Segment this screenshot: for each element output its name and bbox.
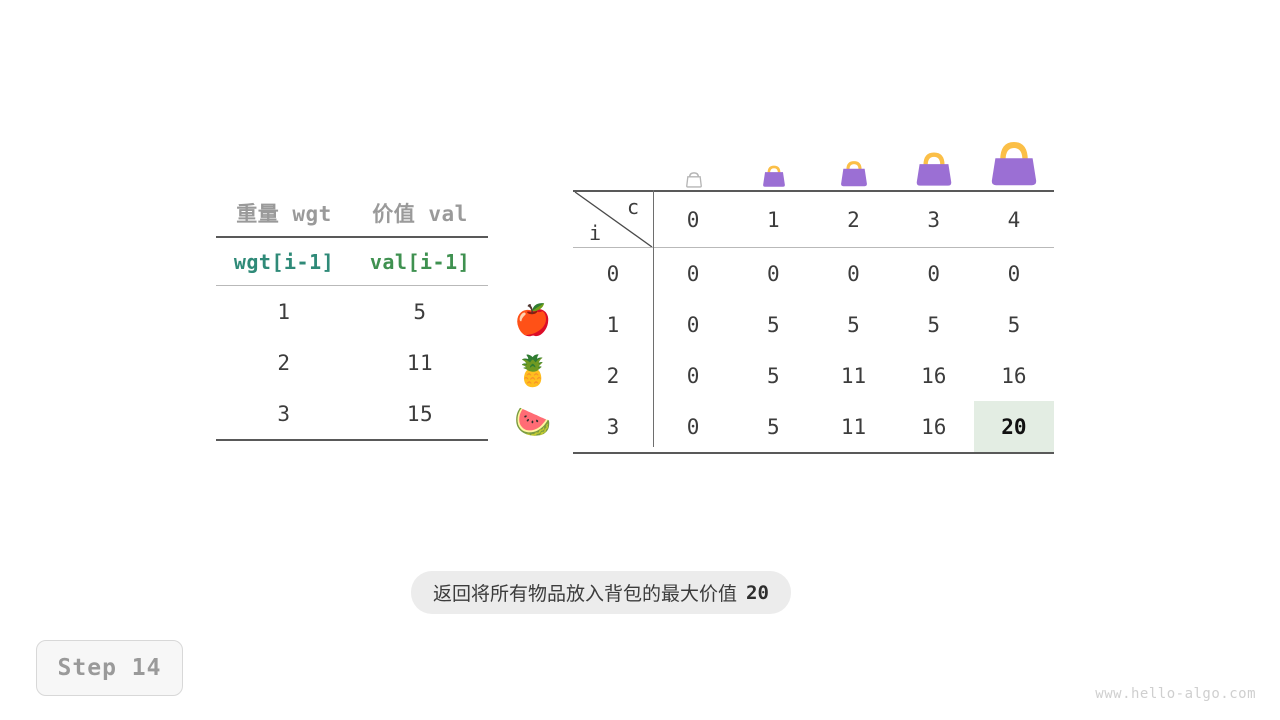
bag-icon-capacity-4	[991, 142, 1037, 186]
items-subheader-val: val[i-1]	[369, 249, 471, 274]
dp-cell-0-3: 0	[927, 261, 941, 286]
items-header-value: 价值 val	[372, 202, 468, 226]
step-badge: Step 14	[36, 640, 183, 696]
table-row: 1 0 5 5 5 5	[573, 299, 1054, 350]
dp-capacity-header-2: 2	[847, 207, 860, 232]
diagonal-divider-icon	[574, 192, 653, 247]
dp-cell-0-1: 0	[766, 261, 780, 286]
watermelon-icon: 🍉	[514, 404, 552, 440]
item-value-3: 15	[406, 401, 434, 426]
dp-cell-0-4: 0	[1007, 261, 1021, 286]
dp-cell-0-0: 0	[686, 261, 700, 286]
dp-capacity-header-4: 4	[1007, 207, 1021, 232]
dp-capacity-header-1: 1	[766, 207, 780, 232]
bag-slot-4	[974, 130, 1054, 190]
dp-cell-1-4: 5	[1007, 312, 1021, 337]
item-value-1: 5	[413, 299, 427, 324]
bag-slot-3	[894, 142, 974, 190]
dp-cell-3-4-highlighted: 20	[973, 401, 1055, 452]
dp-row-index-2: 2	[606, 363, 620, 388]
bag-icon-row	[654, 120, 1054, 190]
dp-cell-3-1: 5	[766, 414, 780, 439]
dp-row-index-0: 0	[606, 261, 620, 286]
item-weight-2: 2	[277, 350, 291, 375]
item-value-2: 11	[406, 350, 434, 375]
dp-table-top-divider	[573, 190, 1054, 192]
items-subheader-divider	[216, 285, 488, 286]
dp-cell-3-0: 0	[686, 414, 700, 439]
bag-icon-capacity-3	[916, 152, 952, 186]
table-row: 3 0 5 11 16 20	[573, 401, 1055, 452]
table-row: 2 0 5 11 16 16	[573, 350, 1054, 401]
bag-icon-capacity-1	[763, 165, 785, 187]
dp-cell-2-2: 11	[840, 363, 867, 388]
dp-corner-label-i: i	[589, 221, 602, 245]
dp-cell-3-3: 16	[921, 414, 947, 439]
bag-slot-0	[654, 168, 734, 190]
bag-icon-capacity-2	[841, 161, 867, 187]
item-fruit-column: 🍎 🍍 🍉	[505, 295, 561, 448]
items-subheader-wgt: wgt[i-1]	[233, 249, 335, 274]
dp-capacity-header-3: 3	[927, 207, 941, 232]
item-weight-1: 1	[277, 299, 291, 324]
dp-cell-2-4: 16	[1001, 363, 1027, 388]
step-badge-label: Step 14	[57, 655, 162, 681]
items-table-bottom-divider	[216, 439, 488, 441]
dp-cell-1-1: 5	[766, 312, 780, 337]
items-header-weight: 重量 wgt	[236, 202, 332, 226]
dp-cell-2-0: 0	[686, 363, 700, 388]
dp-cell-2-3: 16	[921, 363, 947, 388]
dp-table-header-divider	[573, 247, 1054, 248]
dp-cell-1-2: 5	[847, 312, 860, 337]
bag-icon-capacity-0	[686, 172, 702, 188]
dp-cell-1-3: 5	[927, 312, 941, 337]
items-table-subheader-row: wgt[i-1] val[i-1]	[216, 238, 488, 285]
bag-slot-1	[734, 158, 814, 190]
item-weight-3: 3	[277, 401, 291, 426]
dp-table: c i 0 1 2 3 4 0 0 0 0 0 0 1 0 5 5 5 5 2 …	[573, 190, 1055, 454]
items-table-header-row: 重量 wgt 价值 val	[216, 190, 488, 236]
table-row: 1 5	[216, 286, 488, 337]
watermark: www.hello-algo.com	[1095, 686, 1256, 702]
result-caption-value: 20	[746, 581, 769, 604]
dp-cell-2-1: 5	[766, 363, 780, 388]
dp-cell-0-2: 0	[847, 261, 860, 286]
dp-corner-label-c: c	[626, 195, 639, 219]
dp-corner-cell: c i	[573, 192, 653, 247]
dp-capacity-header-0: 0	[686, 207, 700, 232]
bag-slot-2	[814, 152, 894, 190]
dp-table-bottom-divider	[573, 452, 1054, 454]
apple-icon: 🍎	[514, 302, 552, 338]
dp-cell-3-2: 11	[840, 414, 867, 439]
dp-table-header-row: c i 0 1 2 3 4	[573, 192, 1054, 247]
items-header-divider	[216, 236, 488, 238]
dp-table-vertical-divider	[653, 190, 654, 447]
dp-row-index-3: 3	[606, 414, 620, 439]
dp-cell-1-0: 0	[686, 312, 700, 337]
pineapple-icon: 🍍	[514, 353, 552, 389]
result-caption: 返回将所有物品放入背包的最大价值 20	[411, 571, 791, 614]
table-row: 2 11	[216, 337, 488, 388]
table-row: 3 15	[216, 388, 488, 439]
dp-row-index-1: 1	[606, 312, 620, 337]
result-caption-text: 返回将所有物品放入背包的最大价值	[433, 583, 738, 605]
items-table: 重量 wgt 价值 val wgt[i-1] val[i-1] 1 5 2 11…	[216, 190, 488, 441]
table-row: 0 0 0 0 0 0	[573, 248, 1054, 299]
